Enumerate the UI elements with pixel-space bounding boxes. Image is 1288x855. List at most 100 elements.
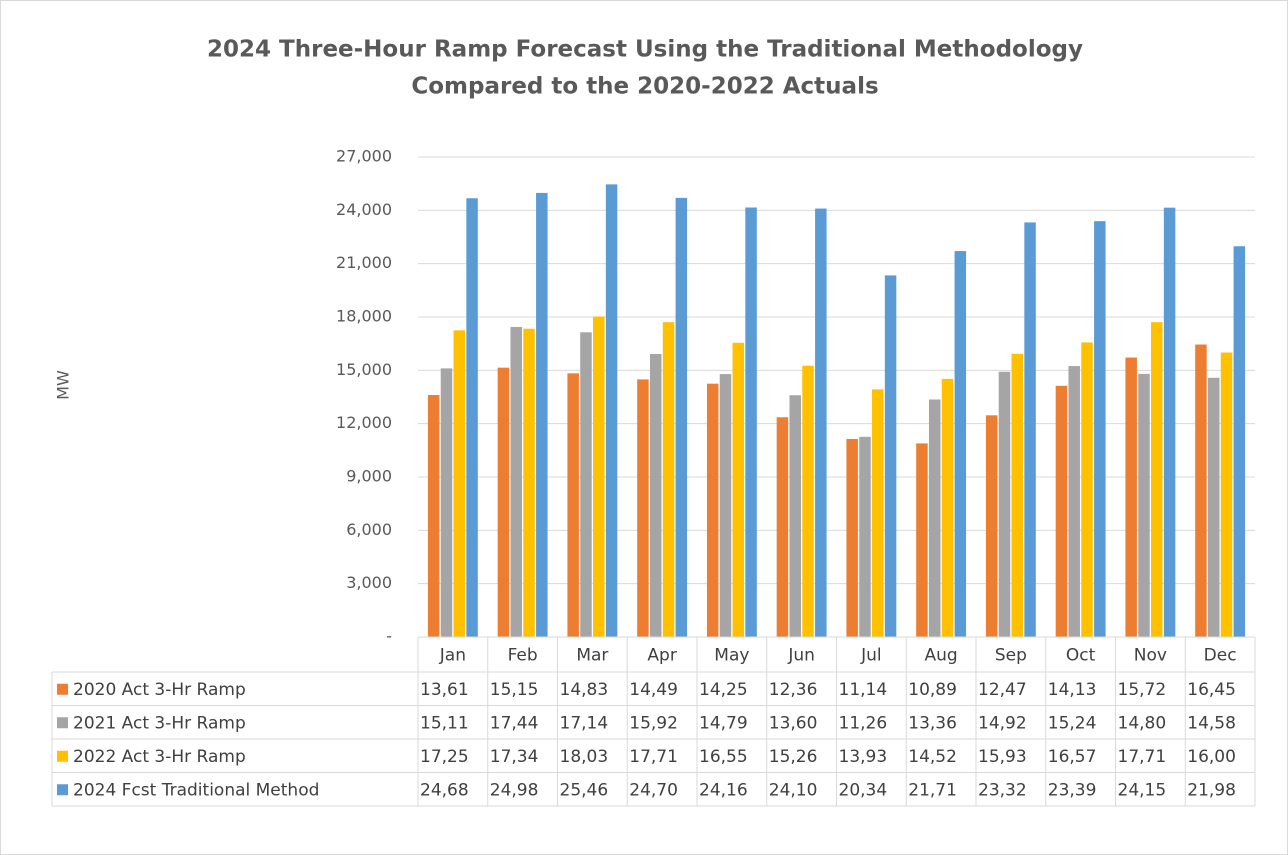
y-tick-label: - bbox=[386, 627, 392, 646]
y-tick-label: 24,000 bbox=[336, 200, 392, 219]
data-label: 20,34 bbox=[839, 780, 888, 800]
data-label: 24,10 bbox=[769, 780, 818, 800]
data-label: 14,79 bbox=[699, 713, 748, 733]
data-label: 21,71 bbox=[908, 780, 957, 800]
data-label: 18,03 bbox=[560, 747, 609, 767]
legend-label: 2020 Act 3-Hr Ramp bbox=[73, 680, 246, 700]
legend-key bbox=[57, 784, 68, 796]
x-tick-label: Nov bbox=[1134, 646, 1167, 666]
data-label: 15,15 bbox=[490, 680, 539, 700]
bar bbox=[954, 251, 967, 638]
data-label: 17,14 bbox=[560, 713, 609, 733]
data-label: 17,34 bbox=[490, 747, 539, 767]
y-tick-label: 18,000 bbox=[336, 307, 392, 326]
x-tick-label: Dec bbox=[1204, 646, 1237, 666]
x-tick-label: May bbox=[714, 646, 749, 666]
data-label: 23,32 bbox=[978, 780, 1027, 800]
bar bbox=[745, 207, 757, 637]
data-label: 14,58 bbox=[1187, 713, 1236, 733]
x-tick-label: Jan bbox=[439, 646, 466, 666]
y-tick-label: 21,000 bbox=[336, 253, 392, 272]
x-tick-label: Aug bbox=[925, 646, 958, 666]
legend-key bbox=[57, 683, 68, 695]
bar bbox=[1163, 207, 1176, 637]
bar bbox=[593, 316, 605, 637]
legend-label: 2022 Act 3-Hr Ramp bbox=[73, 747, 246, 767]
data-label: 15,26 bbox=[769, 747, 818, 767]
legend-key bbox=[57, 750, 68, 762]
bar bbox=[1207, 377, 1220, 637]
bar bbox=[884, 275, 897, 637]
bar bbox=[510, 326, 522, 637]
bar bbox=[453, 330, 466, 637]
bar bbox=[466, 198, 478, 637]
x-tick-label: Mar bbox=[576, 646, 608, 666]
x-tick-label: Feb bbox=[508, 646, 538, 666]
data-label: 24,70 bbox=[629, 780, 678, 800]
bar bbox=[1055, 385, 1068, 637]
data-label: 13,60 bbox=[769, 713, 818, 733]
bar bbox=[802, 365, 814, 637]
bar bbox=[523, 328, 535, 637]
bar bbox=[1094, 221, 1106, 637]
bar bbox=[675, 197, 688, 637]
y-tick-label: 12,000 bbox=[336, 413, 392, 432]
chart-title: 2024 Three-Hour Ramp Forecast Using the … bbox=[207, 37, 1083, 63]
data-label: 14,13 bbox=[1048, 680, 1097, 700]
x-tick-label: Apr bbox=[647, 646, 676, 666]
bar bbox=[916, 443, 928, 637]
data-label: 13,61 bbox=[420, 680, 469, 700]
chart-title: Compared to the 2020-2022 Actuals bbox=[411, 74, 878, 100]
x-tick-label: Jun bbox=[787, 646, 815, 666]
y-tick-label: 15,000 bbox=[336, 360, 392, 379]
bar bbox=[1220, 352, 1233, 637]
bar bbox=[567, 373, 579, 637]
data-label: 24,16 bbox=[699, 780, 748, 800]
data-label: 16,57 bbox=[1048, 747, 1097, 767]
data-label: 15,24 bbox=[1048, 713, 1097, 733]
bar bbox=[536, 192, 548, 637]
data-label: 25,46 bbox=[560, 780, 609, 800]
bar bbox=[789, 395, 801, 637]
bar bbox=[1138, 373, 1150, 637]
data-label: 15,72 bbox=[1118, 680, 1167, 700]
x-tick-label: Sep bbox=[995, 646, 1027, 666]
data-label: 14,83 bbox=[560, 680, 609, 700]
bar bbox=[605, 184, 618, 637]
data-label: 14,92 bbox=[978, 713, 1027, 733]
data-label: 24,98 bbox=[490, 780, 539, 800]
bar bbox=[928, 399, 941, 637]
data-label: 10,89 bbox=[908, 680, 957, 700]
data-label: 17,44 bbox=[490, 713, 539, 733]
bar bbox=[649, 353, 662, 637]
data-label: 17,71 bbox=[629, 747, 678, 767]
data-label: 23,39 bbox=[1048, 780, 1097, 800]
legend-label: 2024 Fcst Traditional Method bbox=[73, 780, 319, 800]
data-label: 16,55 bbox=[699, 747, 748, 767]
data-label: 24,68 bbox=[420, 780, 469, 800]
bar bbox=[1011, 353, 1024, 637]
y-tick-label: 9,000 bbox=[346, 467, 392, 486]
bar bbox=[998, 371, 1011, 637]
bar bbox=[1233, 246, 1246, 637]
data-label: 12,36 bbox=[769, 680, 818, 700]
data-label: 15,93 bbox=[978, 747, 1027, 767]
data-label: 15,11 bbox=[420, 713, 469, 733]
data-label: 13,93 bbox=[839, 747, 888, 767]
y-tick-label: 6,000 bbox=[346, 520, 392, 539]
data-label: 14,52 bbox=[908, 747, 957, 767]
bar bbox=[1125, 357, 1137, 637]
bar bbox=[1195, 344, 1207, 637]
bar bbox=[1068, 366, 1080, 637]
bar bbox=[776, 417, 789, 637]
data-label: 15,92 bbox=[629, 713, 678, 733]
bar bbox=[872, 389, 884, 637]
x-tick-label: Oct bbox=[1066, 646, 1096, 666]
bar bbox=[662, 322, 675, 637]
y-tick-label: 3,000 bbox=[346, 573, 392, 592]
data-label: 14,49 bbox=[629, 680, 678, 700]
bar bbox=[941, 378, 954, 637]
bar bbox=[1081, 342, 1093, 637]
data-label: 16,45 bbox=[1187, 680, 1236, 700]
